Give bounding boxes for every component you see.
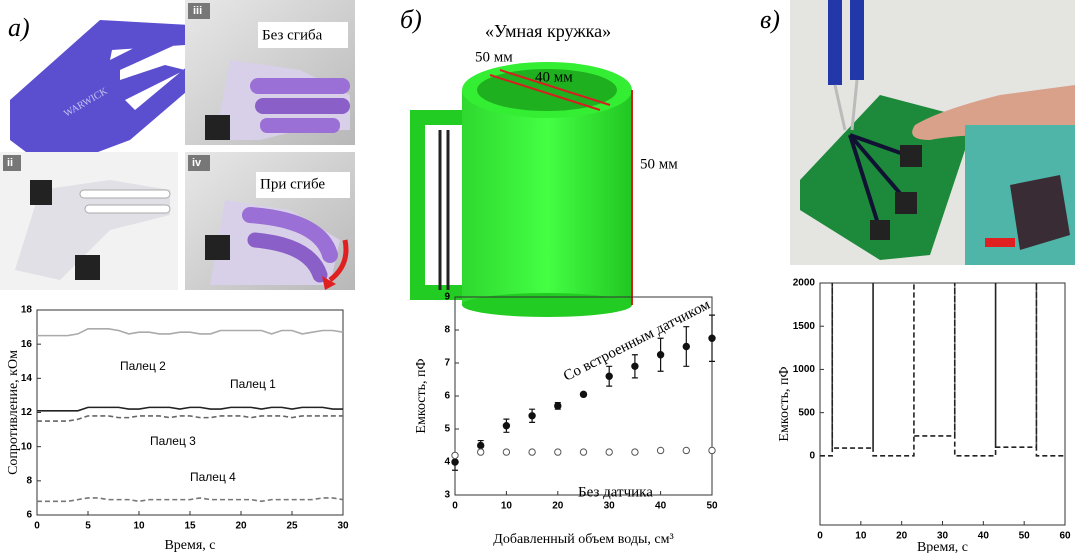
point — [657, 447, 663, 453]
panel-label: б) — [400, 5, 422, 34]
photo-caption: При сгибе — [260, 176, 325, 192]
y-tick-label: 16 — [21, 339, 33, 350]
point — [632, 363, 638, 369]
x-tick-label: 20 — [896, 531, 908, 542]
series-line — [37, 498, 343, 501]
point — [606, 373, 612, 379]
photo-number: ii — [7, 157, 13, 169]
point — [503, 423, 509, 429]
x-tick-label: 40 — [655, 501, 667, 512]
y-tick-label: 12 — [21, 407, 33, 418]
y-tick-label: 18 — [21, 305, 33, 316]
x-tick-label: 10 — [133, 521, 145, 532]
pcb-photo — [790, 0, 1075, 265]
series-line — [820, 283, 1065, 456]
x-tick-label: 30 — [337, 521, 349, 532]
photo-caption: Без сгиба — [262, 27, 323, 43]
point — [683, 447, 689, 453]
y-tick-label: 5 — [444, 424, 450, 435]
series-label: Палец 2 — [120, 359, 166, 373]
x-tick-label: 15 — [184, 521, 196, 532]
series-label: Без датчика — [578, 484, 653, 500]
point — [529, 449, 535, 455]
x-tick-label: 30 — [604, 501, 616, 512]
y-tick-label: 14 — [21, 373, 33, 384]
point — [529, 413, 535, 419]
point — [709, 447, 715, 453]
photo-iv: iv При сгибе — [185, 152, 355, 290]
y-tick-label: 10 — [21, 441, 33, 452]
y-tick-label: 6 — [444, 391, 450, 402]
point — [503, 449, 509, 455]
y-tick-label: 7 — [444, 358, 450, 369]
x-tick-label: 0 — [452, 501, 458, 512]
series-line — [37, 416, 343, 421]
x-tick-label: 10 — [855, 531, 867, 542]
panel-label: а) — [8, 13, 30, 42]
y-axis-label: Сопротивление, кОм — [6, 350, 21, 475]
y-axis-label: Емкость, пФ — [777, 366, 792, 441]
x-tick-label: 25 — [286, 521, 298, 532]
y-tick-label: 4 — [444, 457, 450, 468]
plot-frame — [37, 310, 343, 515]
point — [606, 449, 612, 455]
series-label: Палец 1 — [230, 377, 276, 391]
point — [580, 449, 586, 455]
x-tick-label: 50 — [706, 501, 718, 512]
x-axis-label: Добавленный объем воды, см³ — [493, 532, 673, 547]
y-tick-label: 2000 — [793, 278, 816, 289]
y-tick-label: 0 — [809, 450, 815, 461]
series-label: Палец 4 — [190, 470, 236, 484]
x-axis-label: Время, с — [164, 538, 215, 553]
y-tick-label: 8 — [444, 325, 450, 336]
point — [580, 391, 586, 397]
dimension: 50 мм — [475, 49, 513, 65]
point — [555, 403, 561, 409]
x-axis-label: Время, с — [917, 540, 968, 553]
point — [683, 343, 689, 349]
point — [478, 442, 484, 448]
y-axis-label: Емкость, пФ — [414, 358, 429, 433]
x-tick-label: 0 — [34, 521, 40, 532]
plot-frame — [820, 283, 1065, 525]
x-tick-label: 50 — [1019, 531, 1031, 542]
dimension: 50 мм — [640, 156, 678, 172]
series-line — [37, 407, 343, 410]
x-tick-label: 20 — [235, 521, 247, 532]
point — [657, 352, 663, 358]
y-tick-label: 1000 — [793, 364, 816, 375]
x-tick-label: 0 — [817, 531, 823, 542]
point — [452, 459, 458, 465]
mug-title: «Умная кружка» — [485, 21, 611, 41]
point — [452, 452, 458, 458]
panel-label: в) — [760, 5, 780, 34]
y-tick-label: 3 — [444, 490, 450, 501]
x-tick-label: 20 — [552, 501, 564, 512]
y-tick-label: 6 — [26, 510, 32, 521]
y-tick-label: 8 — [26, 475, 32, 486]
point — [478, 449, 484, 455]
photo-number: iv — [192, 157, 202, 169]
x-tick-label: 10 — [501, 501, 513, 512]
point — [632, 449, 638, 455]
x-tick-label: 60 — [1059, 531, 1071, 542]
mug — [410, 62, 632, 317]
y-tick-label: 1500 — [793, 321, 816, 332]
glove-template: WARWICK — [10, 20, 200, 170]
dimension: 40 мм — [535, 69, 573, 85]
point — [709, 335, 715, 341]
x-tick-label: 5 — [85, 521, 91, 532]
series-label: Палец 3 — [150, 434, 196, 448]
y-tick-label: 500 — [798, 407, 815, 418]
photo-iii: iii Без сгиба — [185, 0, 355, 145]
photo-ii: ii — [0, 152, 178, 290]
x-tick-label: 40 — [978, 531, 990, 542]
point — [555, 449, 561, 455]
y-tick-label: 9 — [444, 292, 450, 303]
photo-number: iii — [193, 5, 202, 17]
figure: а) WARWICK iii Без сгиба ii iv — [0, 0, 1080, 553]
series-line — [37, 329, 343, 336]
